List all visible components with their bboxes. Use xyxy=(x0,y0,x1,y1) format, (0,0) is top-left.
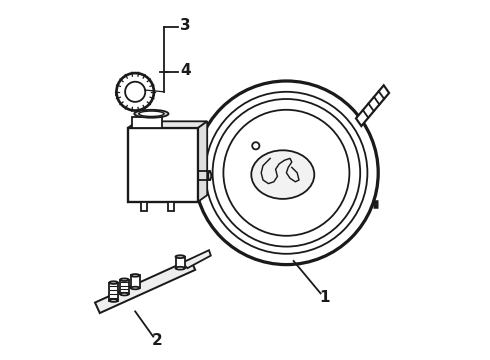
Polygon shape xyxy=(198,121,207,202)
Polygon shape xyxy=(109,283,118,301)
Polygon shape xyxy=(131,275,140,288)
Ellipse shape xyxy=(131,274,140,277)
Polygon shape xyxy=(95,259,195,313)
Polygon shape xyxy=(132,117,162,128)
Polygon shape xyxy=(175,257,185,268)
Polygon shape xyxy=(141,202,147,211)
Ellipse shape xyxy=(175,255,185,258)
Text: 2: 2 xyxy=(151,333,162,348)
Ellipse shape xyxy=(109,281,118,284)
Ellipse shape xyxy=(120,293,129,296)
Polygon shape xyxy=(120,280,129,294)
Polygon shape xyxy=(168,202,174,211)
Ellipse shape xyxy=(117,93,154,97)
Ellipse shape xyxy=(139,111,164,117)
Text: 1: 1 xyxy=(319,290,330,305)
Ellipse shape xyxy=(134,110,169,118)
Text: 4: 4 xyxy=(180,63,191,78)
Ellipse shape xyxy=(175,267,185,270)
Ellipse shape xyxy=(131,287,140,289)
Ellipse shape xyxy=(208,171,211,180)
Circle shape xyxy=(117,73,154,111)
Ellipse shape xyxy=(109,299,118,302)
Polygon shape xyxy=(356,85,389,126)
Ellipse shape xyxy=(120,278,129,281)
Polygon shape xyxy=(128,128,198,202)
Ellipse shape xyxy=(251,150,314,199)
Polygon shape xyxy=(128,121,207,128)
Circle shape xyxy=(125,82,145,102)
Circle shape xyxy=(252,142,259,149)
Text: 3: 3 xyxy=(180,18,191,33)
Circle shape xyxy=(195,81,378,265)
Polygon shape xyxy=(182,250,211,268)
